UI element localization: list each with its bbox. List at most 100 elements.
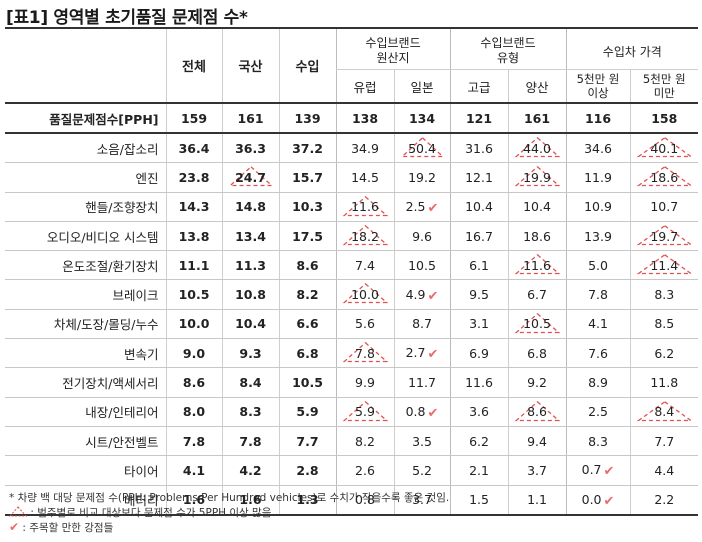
cell-value: 9.5 [469,287,489,303]
table-cell: 4.2 [221,455,279,486]
cell-value: 14.3 [178,199,210,215]
table-cell: 18.6 [629,162,699,193]
cell-value: 8.3 [239,404,262,420]
cell-value: 11.1 [178,257,210,273]
header-group-origin: 수입브랜드 원산지 [335,27,451,70]
cell-value: 15.7 [292,169,323,185]
cell-value: 4.2 [239,462,262,478]
table-cell: 7.4 [335,250,394,281]
table-cell: 8.3 [221,397,279,427]
table-cell: 15.7 [278,162,336,193]
summary-value: 139 [278,103,336,134]
cell-value: 12.1 [465,169,493,185]
check-mark-icon: ✔ [9,520,20,534]
row-label: 전기장치/액세서리 [5,367,166,398]
row-label: 변속기 [5,338,166,369]
cell-value: 34.6 [584,140,612,156]
cell-value: 6.7 [527,287,547,303]
cell-value: 0.0 [581,491,602,507]
summary-value: 159 [165,103,222,134]
table-cell: 10.4 [449,192,509,222]
table-cell: 19.2 [393,162,451,193]
cell-value: 7.8 [239,433,262,449]
table-cell: 10.7 [629,192,699,222]
table-cell: 10.0 [335,279,394,310]
table-cell: 10.3 [278,192,336,222]
header-group-type-line2: 유형 [496,51,520,65]
table-cell: 0.0 ✔ [565,485,631,516]
table-row: 차체/도장/몰딩/누수 10.0 10.4 6.6 5.6 8.7 3.1 10.5 4.1 8.… [5,309,699,340]
cell-value: 7.8 [182,433,206,449]
table-cell: 10.5 [507,309,567,340]
table-cell: 4.1 [165,455,222,486]
table-cell: 13.9 [565,221,631,252]
check-mark-icon: ✔ [603,464,615,480]
check-mark-icon: ✔ [603,493,615,509]
table-row: 브레이크 10.5 10.8 8.2 10.0 4.9 ✔ 9.5 6.7 7.8 8.3 [5,279,699,310]
cell-value: 3.6 [469,404,489,420]
row-label: 핸들/조향장치 [5,192,166,222]
table-cell: 18.2 [335,221,394,252]
table-cell: 2.2 [629,485,699,516]
cell-value: 8.3 [588,433,608,449]
table-row: 시트/안전벨트 7.8 7.8 7.7 8.2 3.5 6.2 9.4 8.3 7.7 [5,426,699,457]
table-cell: 10.4 [221,309,279,340]
footnote-triangle-text: : 범주별로 비교 대상보다 문제점 수가 5PPH 이상 많음 [30,507,272,519]
cell-value: 4.1 [182,462,206,478]
cell-value: 5.9 [296,404,319,420]
footnote-triangle: : 범주별로 비교 대상보다 문제점 수가 5PPH 이상 많음 [8,505,272,520]
table-cell: 1.5 [449,485,509,516]
table-cell: 19.9 [507,162,567,193]
table-cell: 8.2 [278,279,336,310]
cell-value: 5.0 [588,257,608,273]
cell-value: 6.2 [469,433,489,449]
table-cell: 1.6 [221,485,279,516]
row-label: 배터리 [5,485,166,516]
table-cell: 8.3 [565,426,631,457]
table-cell: 23.8 [165,162,222,193]
cell-value: 13.4 [235,228,266,244]
table-row: 핸들/조향장치 14.3 14.8 10.3 11.6 2.5 ✔ 10.4 10.4 10.9 1… [5,192,699,222]
cell-value: 4.4 [654,462,675,478]
cell-value: 31.6 [465,140,493,156]
table-cell: 2.7 ✔ [393,338,451,369]
table-cell: 6.7 [507,279,567,310]
cell-value: 9.3 [239,345,262,361]
header-mass: 양산 [507,69,567,104]
cell-value: 40.1 [650,140,679,156]
cell-value: 3.5 [412,433,432,449]
header-europe: 유럽 [335,69,394,104]
table-cell: 11.9 [565,162,631,193]
summary-value: 161 [221,103,279,134]
table-cell: 10.9 [565,192,631,222]
cell-value: 1.1 [527,492,547,508]
cell-value: 37.2 [292,140,323,156]
cell-value: 36.4 [178,140,210,156]
cell-value: 10.4 [523,199,551,215]
table-cell: 8.6 [507,397,567,427]
footnote-pph: * 차량 백 대당 문제점 수(PPH: Problems Per Hundre… [9,492,450,504]
header-price-low: 5천만 원 미만 [629,69,699,104]
cell-value: 7.7 [296,433,319,449]
table-cell: 9.6 [393,221,451,252]
table-cell: 2.5 [565,397,631,427]
table-cell: 10.5 [393,250,451,281]
table-row: 소음/잡소리 36.4 36.3 37.2 34.9 50.4 31.6 44.0 34.6 40… [5,133,699,164]
table-cell: 4.4 [629,455,699,486]
cell-value: 10.7 [650,199,679,215]
table-row: 엔진 23.8 24.7 15.7 14.5 19.2 12.1 19.9 11.9 18.6 [5,162,699,193]
table-cell: 7.8 [565,279,631,310]
table-cell: 9.4 [507,426,567,457]
cell-value: 7.4 [355,257,375,273]
table-cell: 8.2 [335,426,394,457]
table-cell: 11.6 [507,250,567,281]
header-group-type-line1: 수입브랜드 [480,36,536,50]
cell-value: 10.4 [465,199,493,215]
table-cell: 1.3 [278,485,336,516]
cell-value: 10.4 [235,316,266,332]
cell-value: 36.3 [235,140,266,156]
cell-value: 11.6 [465,375,493,391]
table-cell: 1.6 [165,485,222,516]
table-cell: 14.8 [221,192,279,222]
cell-value: 11.6 [351,199,379,215]
